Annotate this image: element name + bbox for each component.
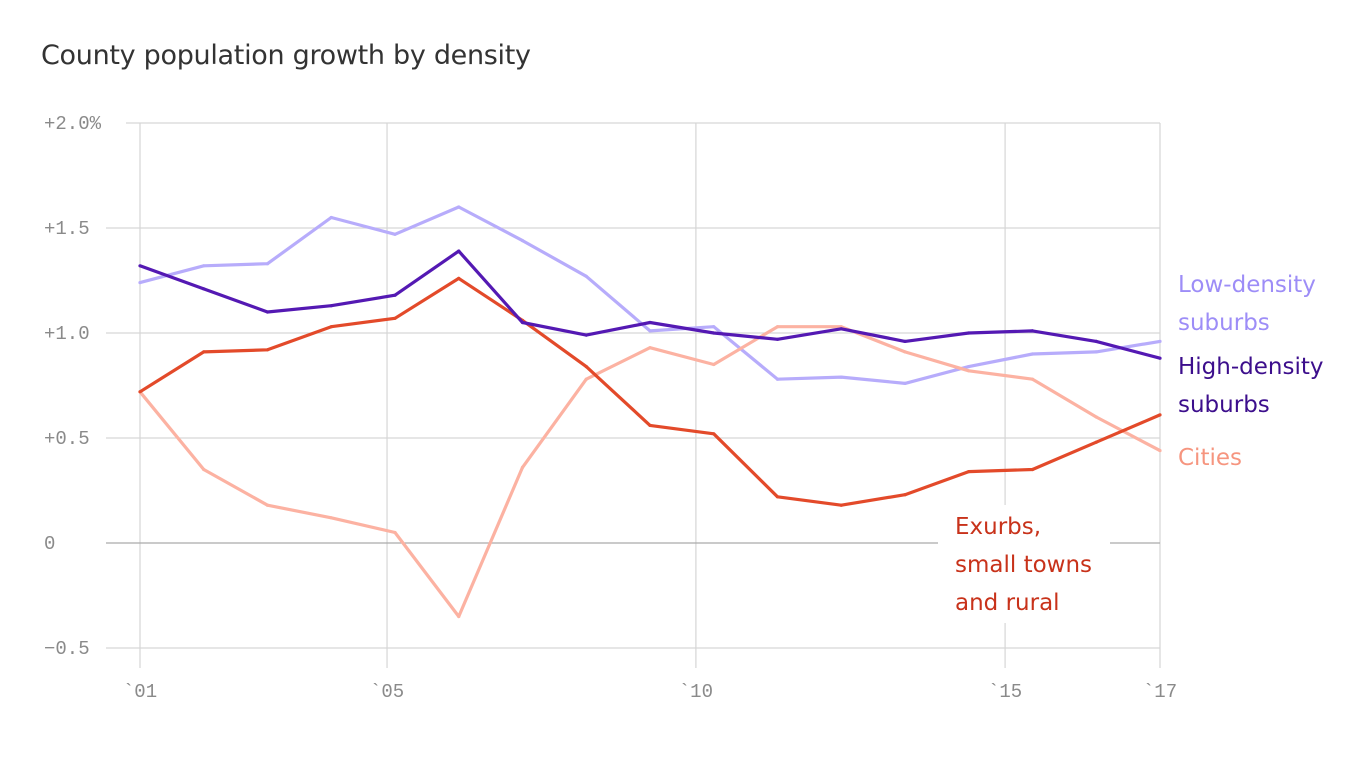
series-label: small towns (955, 552, 1092, 578)
data-point (1094, 350, 1098, 354)
data-point (903, 493, 907, 497)
chart-title: County population growth by density (41, 40, 531, 71)
data-point (457, 205, 461, 209)
data-point (775, 325, 780, 329)
data-point (775, 337, 780, 341)
data-point (520, 239, 525, 243)
data-point (329, 325, 333, 329)
data-point (202, 350, 206, 354)
data-point (967, 369, 971, 373)
data-point (457, 276, 461, 280)
series-line (139, 205, 1161, 385)
data-point (1158, 356, 1162, 360)
data-point (967, 331, 971, 335)
data-point (520, 465, 525, 469)
data-point (1158, 339, 1162, 343)
data-point (648, 320, 652, 325)
data-point (775, 495, 780, 499)
data-point (138, 281, 142, 285)
y-tick-label: 0 (44, 533, 55, 555)
data-point (1158, 449, 1162, 453)
data-point (967, 470, 971, 474)
data-point (265, 262, 270, 266)
y-tick-label: +2.0% (44, 113, 102, 135)
x-tick-label: `10 (679, 681, 713, 703)
data-point (393, 232, 397, 236)
y-tick-label: +0.5 (44, 428, 90, 450)
data-point (903, 381, 907, 385)
y-tick-label: +1.5 (44, 218, 90, 240)
series-label: suburbs (1178, 392, 1270, 418)
series-label: suburbs (1178, 310, 1270, 336)
data-point (393, 530, 397, 535)
series-high-density-suburbs (138, 249, 1162, 360)
data-point (839, 327, 843, 331)
data-point (138, 264, 142, 268)
data-point (329, 215, 333, 220)
data-point (967, 365, 971, 369)
data-point (903, 350, 907, 354)
data-point (265, 503, 270, 507)
data-point (1030, 377, 1035, 381)
data-point (712, 325, 716, 329)
data-point (393, 316, 397, 320)
data-point (775, 377, 780, 381)
series-label: Exurbs, (955, 514, 1041, 540)
data-point (1094, 440, 1098, 444)
data-point (648, 346, 652, 350)
data-point (839, 503, 843, 507)
data-point (457, 614, 461, 619)
x-tick-label: `01 (123, 681, 157, 703)
x-tick-label: `05 (370, 681, 404, 703)
series-label: and rural (955, 590, 1060, 616)
y-tick-label: −0.5 (44, 638, 90, 660)
data-point (584, 377, 588, 381)
data-point (1094, 339, 1098, 343)
data-point (329, 304, 333, 308)
data-point (329, 516, 333, 520)
series-cities (138, 325, 1162, 619)
data-point (1094, 415, 1098, 419)
x-tick-label: `17 (1143, 681, 1177, 703)
data-point (1158, 413, 1162, 417)
data-point (265, 348, 270, 352)
data-point (839, 375, 843, 379)
data-point (903, 339, 907, 343)
data-point (138, 390, 142, 394)
data-point (712, 432, 716, 436)
series-line (139, 276, 1161, 507)
series-exurbs-small-towns-and-rural (138, 276, 1162, 507)
data-point (457, 249, 461, 253)
data-point (712, 362, 716, 367)
x-tick-label: `15 (988, 681, 1022, 703)
y-tick-label: +1.0 (44, 323, 90, 345)
series-label: Cities (1178, 445, 1242, 471)
data-point (648, 329, 652, 333)
data-point (584, 365, 588, 369)
data-point (202, 467, 206, 472)
label-background (938, 505, 1110, 623)
data-point (1030, 467, 1035, 472)
series-label: Low-density (1178, 272, 1316, 298)
data-point (520, 320, 525, 325)
data-point (393, 293, 397, 297)
data-point (712, 331, 716, 335)
data-point (1030, 329, 1035, 333)
data-point (648, 423, 652, 427)
data-point (584, 333, 588, 337)
data-point (265, 310, 270, 314)
data-point (202, 287, 206, 291)
data-point (584, 274, 588, 278)
data-point (1030, 352, 1035, 356)
series-low-density-suburbs (138, 205, 1162, 385)
data-point (202, 264, 206, 268)
series-label: High-density (1178, 354, 1324, 380)
